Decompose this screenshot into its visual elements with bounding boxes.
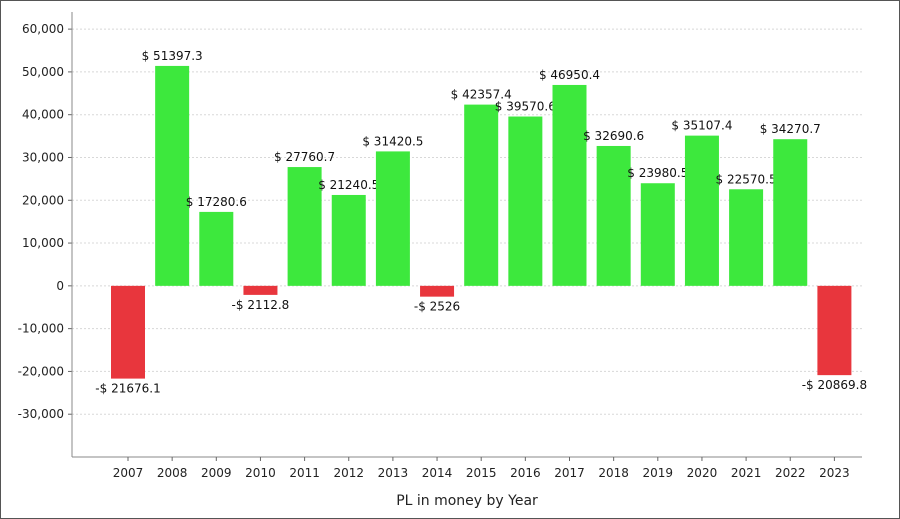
bar-2016	[508, 116, 543, 286]
x-tick-label-2023: 2023	[819, 466, 850, 480]
bar-2017	[552, 84, 587, 286]
bar-2015	[464, 104, 499, 286]
x-tick-label-2021: 2021	[731, 466, 762, 480]
data-label-2015: $ 42357.4	[451, 88, 512, 102]
data-label-2012: $ 21240.5	[318, 178, 379, 192]
y-tick-label: -30,000	[18, 407, 64, 421]
data-label-2016: $ 39570.6	[495, 100, 556, 114]
y-tick-label: 30,000	[22, 150, 64, 164]
x-tick-label-2010: 2010	[245, 466, 276, 480]
data-label-2009: $ 17280.6	[186, 195, 247, 209]
data-label-2013: $ 31420.5	[362, 134, 423, 148]
bar-2008	[155, 65, 190, 286]
x-axis-title: PL in money by Year	[396, 493, 538, 509]
bar-2020	[684, 135, 719, 286]
y-tick-label: 20,000	[22, 193, 64, 207]
bar-2007	[111, 285, 145, 379]
y-tick-label: -10,000	[18, 322, 64, 336]
x-tick-label-2013: 2013	[378, 466, 409, 480]
x-tick-label-2022: 2022	[775, 466, 806, 480]
y-tick-label: 0	[56, 279, 64, 293]
bar-2022	[773, 139, 808, 286]
bar-2014	[420, 285, 455, 297]
x-tick-label-2014: 2014	[422, 466, 453, 480]
bar-2019	[640, 183, 675, 286]
x-tick-label-2019: 2019	[643, 466, 674, 480]
y-tick-label: 60,000	[22, 22, 64, 36]
bar-2023	[817, 285, 852, 376]
data-label-2017: $ 46950.4	[539, 68, 600, 82]
x-tick-label-2007: 2007	[113, 466, 144, 480]
x-tick-label-2011: 2011	[289, 466, 320, 480]
y-tick-label: 10,000	[22, 236, 64, 250]
bar-2013	[375, 151, 410, 286]
y-tick-label: -20,000	[18, 364, 64, 378]
data-label-2011: $ 27760.7	[274, 150, 335, 164]
x-tick-label-2017: 2017	[554, 466, 585, 480]
bar-2018	[596, 145, 631, 286]
bar-2011	[287, 167, 322, 286]
data-label-2019: $ 23980.5	[627, 166, 688, 180]
data-label-2021: $ 22570.5	[716, 172, 777, 186]
data-label-2014: -$ 2526	[414, 300, 460, 314]
x-tick-label-2015: 2015	[466, 466, 497, 480]
data-label-2022: $ 34270.7	[760, 122, 821, 136]
x-tick-label-2020: 2020	[687, 466, 718, 480]
y-tick-label: 50,000	[22, 65, 64, 79]
bar-2021	[729, 189, 764, 286]
x-tick-label-2008: 2008	[157, 466, 188, 480]
bar-2010	[243, 285, 278, 295]
bar-2012	[331, 194, 366, 286]
data-label-2007: -$ 21676.1	[95, 382, 160, 396]
x-tick-label-2018: 2018	[598, 466, 629, 480]
data-label-2020: $ 35107.4	[671, 119, 732, 133]
x-tick-label-2009: 2009	[201, 466, 232, 480]
data-label-2023: -$ 20869.8	[802, 378, 867, 392]
data-label-2010: -$ 2112.8	[232, 298, 290, 312]
x-tick-label-2012: 2012	[333, 466, 364, 480]
y-tick-label: 40,000	[22, 108, 64, 122]
data-label-2008: $ 51397.3	[142, 49, 203, 63]
bar-2009	[199, 211, 234, 286]
x-tick-label-2016: 2016	[510, 466, 541, 480]
data-label-2018: $ 32690.6	[583, 129, 644, 143]
